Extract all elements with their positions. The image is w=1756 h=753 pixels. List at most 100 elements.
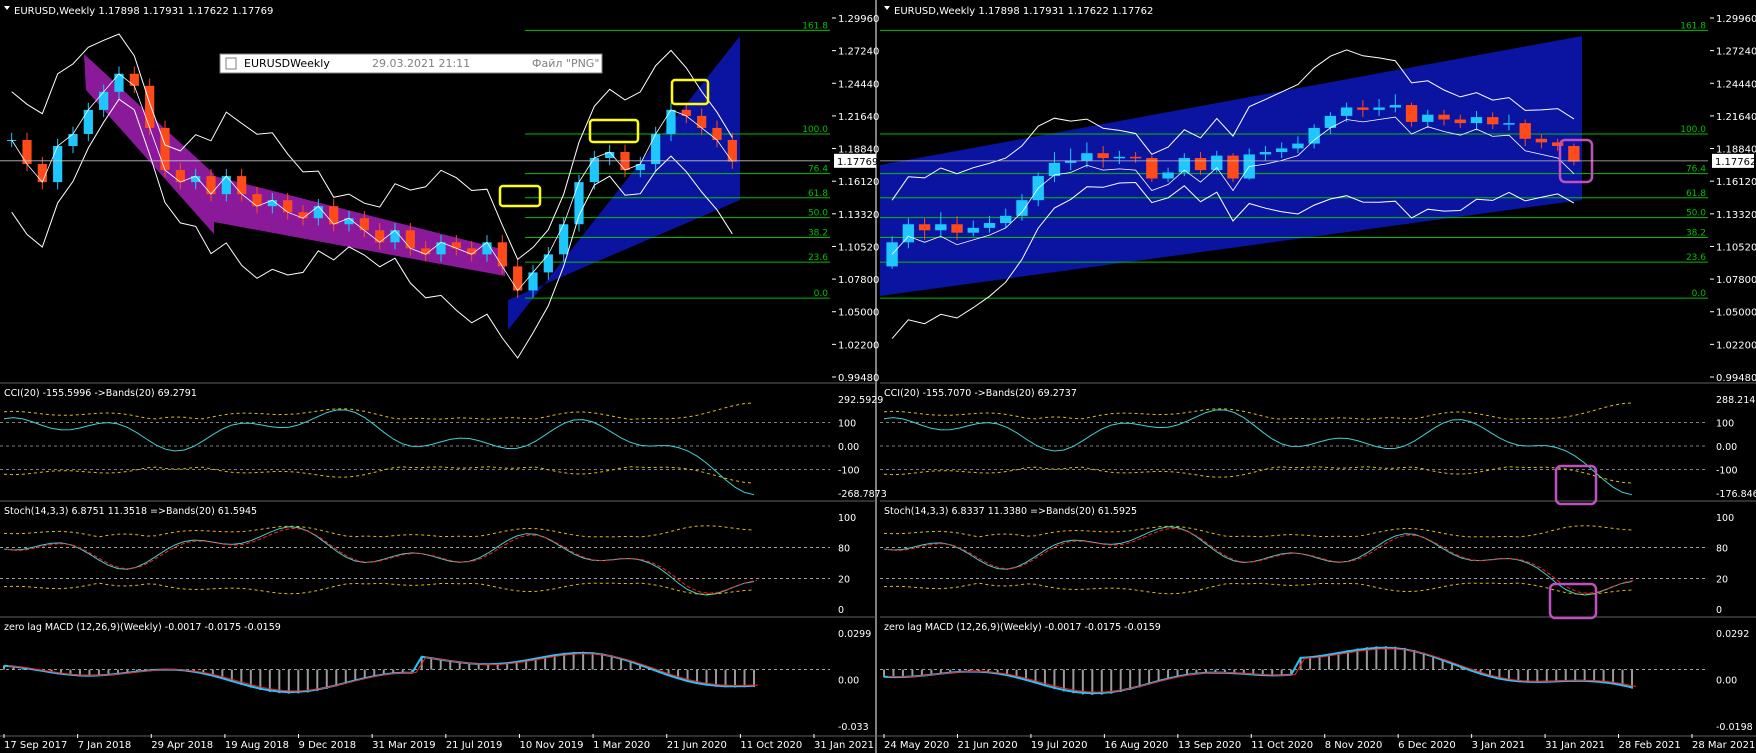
- left-x-tick-label: 17 Sep 2017: [4, 740, 67, 751]
- right-price-tick-label: 1.13320: [1716, 210, 1756, 221]
- left-cci-tick-label: 292.5929: [838, 395, 883, 406]
- right-lower-band: [891, 181, 1575, 339]
- left-x-tick-label: 21 Jul 2019: [446, 740, 503, 751]
- right-candle: [951, 224, 963, 233]
- right-candle: [1503, 123, 1515, 125]
- left-x-tick-label: 1 Mar 2020: [593, 740, 650, 751]
- right-cci-label: CCI(20) -155.7070 ->Bands(20) 69.2737: [884, 388, 1077, 399]
- left-candle: [329, 206, 339, 225]
- right-price-tick-label: 1.02200: [1716, 340, 1756, 351]
- right-candle: [918, 224, 931, 231]
- left-price-tick-label: 1.21640: [838, 112, 879, 123]
- left-candle: [359, 218, 369, 231]
- left-candle: [283, 200, 293, 213]
- left-cci-tick-label: -100: [838, 466, 860, 477]
- right-upper-band: [891, 49, 1575, 201]
- left-price-tick-label: 1.29960: [838, 14, 879, 25]
- document-icon: [225, 57, 237, 70]
- left-yellow-highlight-box: [588, 118, 640, 144]
- right-x-tick-label: 3 Jan 2021: [1472, 740, 1526, 751]
- left-candle: [53, 145, 63, 183]
- right-price-tick-label: 1.10520: [1716, 242, 1756, 253]
- left-candle: [497, 242, 507, 267]
- right-stoch-tick-label: 80: [1716, 544, 1728, 555]
- right-stoch-tick-label: 0: [1716, 605, 1722, 616]
- right-macd-tick-label: 0.00: [1716, 676, 1737, 687]
- left-candle: [191, 176, 201, 183]
- right-candle: [1276, 148, 1288, 153]
- left-cci-tick-label: 100: [838, 419, 856, 430]
- right-x-tick-label: 19 Jul 2020: [1031, 740, 1088, 751]
- right-cci-tick-label: 288.2147: [1716, 395, 1756, 406]
- right-x-tick-label: 16 Aug 2020: [1104, 740, 1168, 751]
- left-candle: [237, 176, 247, 195]
- right-macd-tick-label: 0.0292: [1716, 629, 1749, 640]
- right-x-tick-label: 24 May 2020: [884, 740, 949, 751]
- right-fib-label: 0.0: [1692, 289, 1707, 299]
- left-candle: [390, 230, 400, 243]
- right-candle: [1048, 162, 1061, 177]
- left-fib-label: 23.6: [808, 253, 828, 263]
- right-price-tick-label: 1.24440: [1716, 79, 1756, 90]
- right-fib-label: 76.4: [1686, 165, 1706, 175]
- right-fib-label: 100.0: [1680, 125, 1706, 135]
- right-candle: [1194, 158, 1207, 171]
- right-candle: [1470, 117, 1483, 124]
- left-yellow-highlight-box: [498, 184, 542, 208]
- left-x-tick-label: 7 Jan 2018: [78, 740, 132, 751]
- right-candle: [1259, 152, 1272, 155]
- screenshot-label-name: EURUSDWeekly: [244, 57, 330, 70]
- left-candle: [697, 115, 707, 128]
- right-current-price-box: [1712, 153, 1754, 168]
- left-fib-label: 100.0: [802, 125, 828, 135]
- left-blue-channel: [508, 36, 740, 330]
- screenshot-label-datetime: 29.03.2021 21:11: [372, 57, 470, 70]
- left-macd-tick-label: 0.0299: [838, 629, 871, 640]
- right-candle: [1129, 156, 1142, 159]
- left-cci-main-line: [3, 409, 755, 496]
- left-candle: [22, 139, 32, 165]
- right-fib-label: 23.6: [1686, 253, 1706, 263]
- right-stoch-signal-line: [886, 527, 1636, 594]
- left-fib-label: 50.0: [808, 209, 828, 219]
- right-fib-label: 38.2: [1686, 228, 1706, 238]
- left-fib-label: 161.8: [802, 21, 828, 31]
- right-cci-tick-label: 100: [1716, 419, 1734, 430]
- left-yellow-highlight-box: [670, 78, 710, 106]
- right-cci-magenta-highlight-box: [1554, 464, 1598, 506]
- left-price-tick-label: 1.16120: [838, 177, 879, 188]
- left-x-tick-label: 9 Dec 2018: [299, 740, 357, 751]
- left-price-tick-label: 1.24440: [838, 79, 879, 90]
- left-candle: [175, 170, 185, 183]
- left-candle: [68, 133, 78, 146]
- right-stoch-tick-label: 20: [1716, 574, 1728, 585]
- left-price-tick-label: 1.07800: [838, 275, 879, 286]
- right-candle: [1016, 200, 1028, 216]
- right-candle: [1519, 123, 1531, 139]
- left-candle: [528, 272, 538, 291]
- right-stoch-label: Stoch(14,3,3) 6.8337 11.3380 =>Bands(20)…: [884, 506, 1137, 517]
- right-x-tick-label: 28 Feb 2021: [1619, 740, 1681, 751]
- left-candle: [635, 164, 645, 171]
- right-candle: [1324, 115, 1337, 128]
- right-candle: [1097, 153, 1109, 159]
- right-x-tick-label: 21 Jun 2020: [957, 740, 1017, 751]
- right-macd-signal-line: [887, 648, 1637, 693]
- left-macd-signal-line: [7, 653, 759, 692]
- left-candle: [651, 133, 661, 165]
- right-x-tick-label: 31 Jan 2021: [1545, 740, 1605, 751]
- left-x-tick-label: 19 Aug 2018: [225, 740, 289, 751]
- right-cci-tick-label: -176.8462: [1716, 489, 1756, 500]
- left-stoch-tick-label: 80: [838, 544, 850, 555]
- left-candle: [451, 242, 461, 249]
- left-candle: [252, 194, 262, 207]
- right-middle-band: [891, 116, 1575, 255]
- left-price-tick-label: 1.02200: [838, 340, 879, 351]
- right-x-tick-label: 8 Nov 2020: [1325, 740, 1383, 751]
- left-candle: [543, 254, 553, 273]
- left-stoch-tick-label: 20: [838, 574, 850, 585]
- left-candle: [436, 242, 446, 255]
- left-candle: [160, 127, 170, 171]
- right-candle: [1000, 215, 1012, 224]
